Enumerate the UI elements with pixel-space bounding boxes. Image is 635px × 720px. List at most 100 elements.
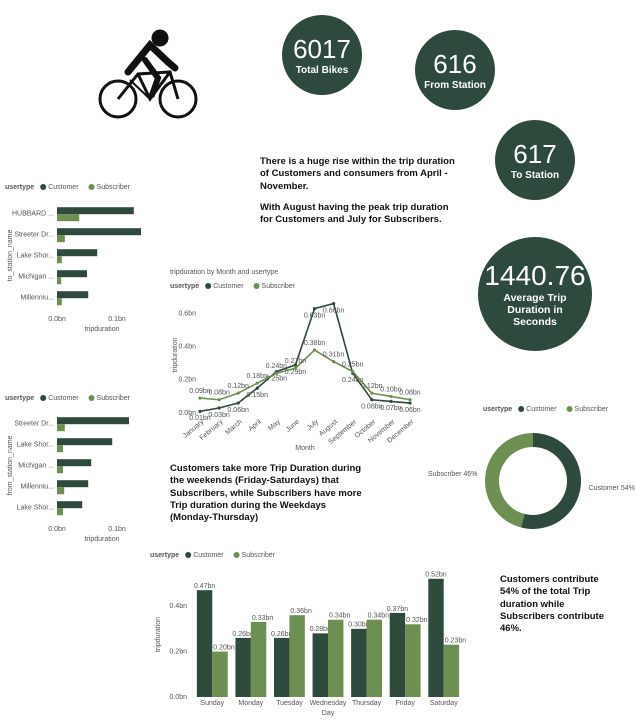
y-tick-label: Lake Shor...: [17, 441, 54, 448]
data-label: 0.28bn: [310, 626, 332, 633]
data-label: Customer 54%: [589, 485, 635, 492]
bar: [405, 624, 421, 697]
y-tick-label: Lake Shor...: [17, 504, 54, 511]
kpi-card: 616 From Station: [415, 30, 495, 110]
kpi-value: 616: [433, 49, 477, 79]
point: [312, 307, 317, 311]
x-tick-label: Monday: [238, 700, 263, 707]
point: [293, 363, 298, 367]
legend-label: Customer: [193, 552, 224, 559]
point: [408, 398, 412, 402]
bar: [57, 249, 98, 257]
data-label: 0.08bn: [208, 390, 230, 397]
kpi-label: Average Trip Duration in Seconds: [503, 292, 567, 328]
legend-label: Subscriber: [97, 395, 131, 402]
legend-label: Subscriber: [575, 406, 609, 413]
bar: [57, 228, 141, 236]
bar: [366, 619, 382, 697]
legend-label: Subscriber: [242, 552, 276, 559]
bar: [57, 277, 62, 285]
data-label: 0.10bn: [380, 386, 402, 393]
kpi-label: From Station: [424, 80, 486, 91]
bar: [443, 644, 460, 697]
point: [255, 386, 259, 390]
data-label: 0.32bn: [406, 617, 428, 624]
bar: [389, 612, 406, 697]
x-tick-label: Tuesday: [276, 700, 303, 707]
bar: [196, 590, 213, 697]
legend-label: Subscriber: [262, 283, 296, 290]
bar: [57, 270, 87, 278]
data-label: 0.23bn: [445, 638, 467, 645]
data-label: 0.26bn: [232, 631, 254, 638]
point: [236, 401, 240, 405]
x-tick-label: 0.1bn: [108, 316, 126, 323]
bar: [57, 291, 89, 299]
data-label: 0.36bn: [290, 608, 312, 615]
data-label: 0.26bn: [271, 631, 293, 638]
y-tick-label: 0.4bn: [169, 603, 187, 610]
legend-swatch: [40, 395, 47, 401]
point: [351, 369, 355, 374]
data-label: 0.01bn: [189, 415, 211, 422]
kpi-card: 617 To Station: [495, 120, 575, 200]
data-label: 0.52bn: [425, 572, 447, 579]
data-label: 0.30bn: [348, 622, 370, 629]
point: [370, 391, 374, 395]
annotation: Customers take more Trip Duration during…: [170, 463, 362, 524]
y-tick-label: 0.2bn: [178, 377, 196, 384]
legend-title: usertype: [483, 406, 512, 413]
y-tick-label: Michigan ...: [18, 462, 54, 469]
point: [389, 399, 393, 403]
y-tick-label: HUBBARD ...: [12, 210, 54, 217]
legend-label: Customer: [48, 395, 79, 402]
kpi-label: Total Bikes: [295, 65, 349, 76]
point: [312, 348, 317, 352]
y-tick-label: 0.0bn: [169, 694, 187, 701]
point: [274, 371, 278, 375]
kpi-card: 6017 Total Bikes: [282, 15, 362, 95]
kpi-value: 1440.76: [484, 260, 586, 291]
data-label: 0.47bn: [194, 583, 216, 590]
bar: [57, 508, 63, 516]
bar: [57, 487, 65, 495]
x-axis-label: tripduration: [84, 536, 119, 543]
x-tick-label: 0.1bn: [108, 526, 126, 533]
legend-label: Customer: [48, 184, 79, 191]
bar: [274, 637, 290, 697]
x-axis-label: Day: [322, 710, 335, 717]
bar: [57, 459, 92, 467]
pie-slice: [485, 433, 533, 528]
bar: [57, 207, 134, 215]
bar: [351, 628, 367, 697]
annotation: With August having the peak trip duratio…: [260, 202, 449, 226]
point: [198, 409, 202, 413]
bar: [57, 480, 89, 488]
x-tick-label: Friday: [395, 700, 415, 707]
y-tick-label: Millenniu...: [21, 294, 55, 301]
annotation: There is a huge rise within the trip dur…: [260, 156, 455, 192]
bar: [57, 235, 65, 243]
y-tick-label: Streeter Dr...: [14, 231, 54, 238]
x-tick-label: Wednesday: [310, 700, 347, 707]
x-tick-label: June: [285, 419, 301, 434]
point: [255, 381, 259, 385]
bar: [57, 466, 63, 474]
bar: [289, 615, 305, 697]
data-label: 0.29bn: [285, 369, 307, 376]
legend-label: Customer: [526, 406, 557, 413]
point: [236, 391, 240, 395]
kpi-card: 1440.76 Average Trip Duration in Seconds: [478, 237, 592, 351]
data-label: 0.33bn: [252, 615, 274, 622]
data-label: 0.63bn: [304, 312, 326, 319]
point: [332, 302, 336, 306]
x-tick-label: Thursday: [352, 700, 382, 707]
data-label: 0.25bn: [266, 375, 288, 382]
kpi-value: 617: [513, 139, 557, 169]
legend-swatch: [205, 283, 212, 289]
legend-swatch: [88, 395, 95, 401]
x-tick-label: April: [248, 418, 264, 433]
x-tick-label: Sunday: [200, 700, 224, 707]
line: [199, 349, 411, 401]
data-label: 0.12bn: [361, 383, 383, 390]
